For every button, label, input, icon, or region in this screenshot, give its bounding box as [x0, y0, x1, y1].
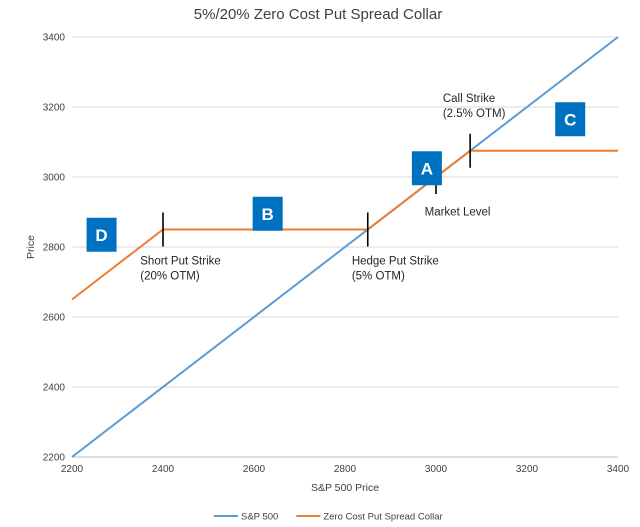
axes: 2200 2400 2600 2800 3000 3200 3400 2200 2400 2600…: [43, 33, 630, 476]
region-label-b: B: [252, 196, 283, 231]
region-label-a: A: [411, 151, 442, 186]
y-tick-label: 2600: [43, 313, 66, 324]
region-label-text: B: [262, 205, 274, 224]
annotation-label: Call Strike (2.5% OTM): [443, 93, 506, 120]
x-tick-label: 2400: [152, 464, 175, 475]
legend-label: Zero Cost Put Spread Collar: [323, 512, 442, 523]
annotation-label: Hedge Put Strike (5% OTM): [352, 256, 439, 283]
region-label-box: [555, 102, 586, 137]
region-label-d: D: [86, 217, 117, 252]
region-label-c: C: [555, 102, 586, 137]
region-label-text: A: [421, 159, 433, 178]
y-tick-label: 3000: [43, 173, 66, 184]
x-tick-label: 3400: [607, 464, 630, 475]
legend: S&P 500 Zero Cost Put Spread Collar: [214, 512, 443, 523]
x-tick-label: 2800: [334, 464, 357, 475]
legend-label: S&P 500: [241, 512, 278, 523]
annotation-label: Short Put Strike (20% OTM): [140, 256, 221, 283]
region-label-text: C: [564, 110, 576, 129]
annotations: Short Put Strike (20% OTM) Hedge Put Strik…: [140, 93, 505, 283]
y-tick-label: 3200: [43, 103, 66, 114]
region-label-box: [86, 217, 117, 252]
region-label-box: [411, 151, 442, 186]
chart-title: 5%/20% Zero Cost Put Spread Collar: [194, 6, 442, 23]
x-tick-label: 3200: [516, 464, 539, 475]
region-label-text: D: [95, 226, 107, 245]
x-tick-label: 3000: [425, 464, 448, 475]
series-line-sp500: [71, 36, 619, 458]
region-label-box: [252, 196, 283, 231]
y-tick-label: 2400: [43, 383, 66, 394]
y-axis-label: Price: [25, 235, 37, 259]
y-tick-label: 2800: [43, 243, 66, 254]
y-tick-label: 2200: [43, 453, 66, 464]
y-tick-label: 3400: [43, 33, 66, 44]
region-labels: A B C D: [86, 102, 586, 252]
x-axis-label: S&P 500 Price: [311, 482, 379, 494]
x-tick-label: 2200: [61, 464, 84, 475]
x-tick-label: 2600: [243, 464, 266, 475]
annotation-label: Market Level: [425, 207, 491, 219]
